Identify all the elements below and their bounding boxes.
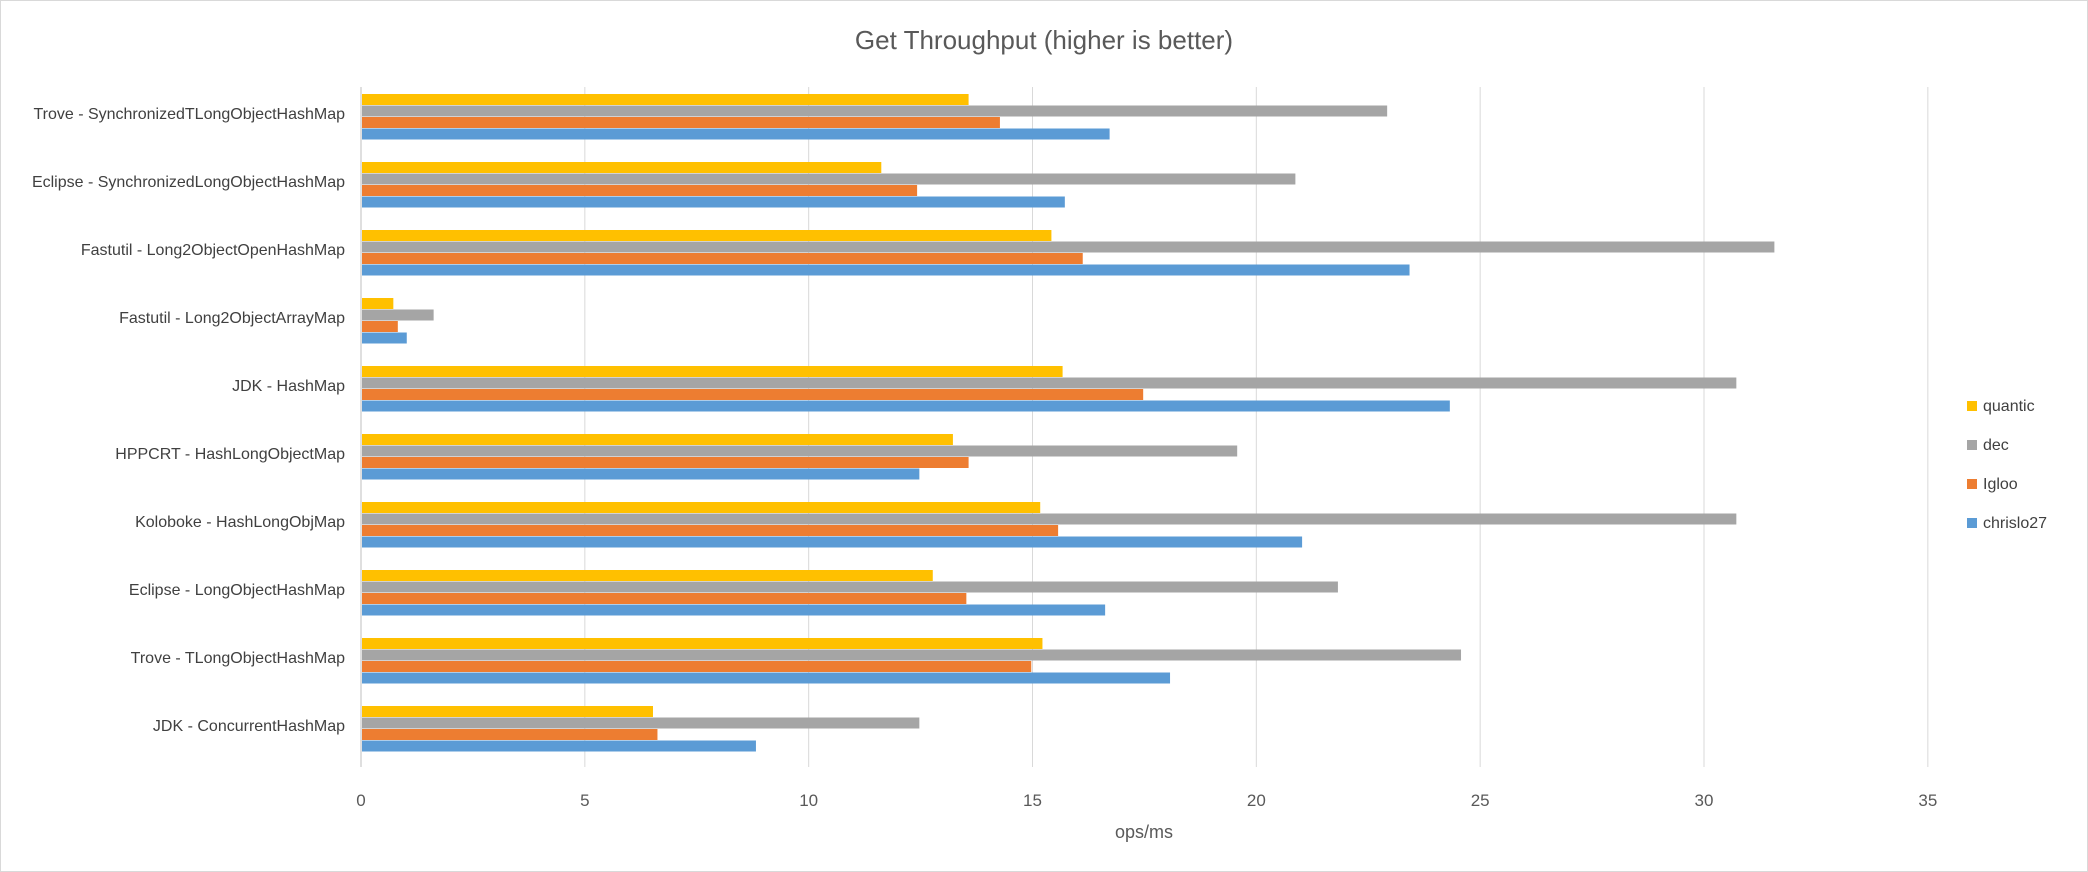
bar-quantic-0 [362, 94, 969, 105]
x-tick-30: 30 [1695, 791, 1714, 810]
x-tick-0: 0 [356, 791, 365, 810]
bar-chrislo27-8 [362, 672, 1171, 684]
legend-label-quantic: quantic [1983, 398, 2035, 415]
category-label-1: Eclipse - SynchronizedLongObjectHashMap [32, 174, 345, 191]
legend-swatch-dec [1967, 440, 1977, 450]
x-tick-10: 10 [799, 791, 818, 810]
category-label-9: JDK - ConcurrentHashMap [153, 718, 345, 735]
bar-chrislo27-3 [362, 332, 407, 344]
category-labels: Trove - SynchronizedTLongObjectHashMap Ec… [32, 106, 345, 735]
category-label-4: JDK - HashMap [232, 378, 345, 395]
category-label-0: Trove - SynchronizedTLongObjectHashMap [33, 106, 345, 123]
bar-quantic-6 [362, 502, 1041, 513]
bar-chrislo27-7 [362, 604, 1106, 616]
bar-igloo-2 [362, 253, 1083, 264]
category-label-5: HPPCRT - HashLongObjectMap [115, 446, 345, 463]
bar-chrislo27-5 [362, 468, 920, 480]
bar-igloo-9 [362, 729, 658, 740]
category-label-6: Koloboke - HashLongObjMap [135, 514, 345, 531]
bar-chrislo27-2 [362, 264, 1410, 276]
bar-quantic-5 [362, 434, 953, 445]
bar-igloo-4 [362, 389, 1144, 400]
x-tick-35: 35 [1918, 791, 1937, 810]
legend-swatch-quantic [1967, 401, 1977, 411]
chart-title: Get Throughput (higher is better) [855, 25, 1233, 55]
bar-quantic-7 [362, 570, 933, 581]
bar-quantic-2 [362, 230, 1052, 241]
bar-chrislo27-0 [362, 128, 1110, 140]
bar-dec-4 [362, 377, 1737, 389]
bar-quantic-8 [362, 638, 1043, 649]
bar-dec-3 [362, 309, 434, 321]
bar-dec-2 [362, 241, 1775, 253]
legend-label-dec: dec [1983, 437, 2009, 454]
legend-swatch-chrislo27 [1967, 518, 1977, 528]
bar-igloo-0 [362, 117, 1000, 128]
bar-chrislo27-1 [362, 196, 1065, 208]
legend-label-chrislo27: chrislo27 [1983, 515, 2047, 532]
legend: quantic dec Igloo chrislo27 [1967, 398, 2047, 532]
bar-igloo-6 [362, 525, 1059, 536]
legend-swatch-igloo [1967, 479, 1977, 489]
bar-chrislo27-6 [362, 536, 1303, 548]
x-tick-25: 25 [1471, 791, 1490, 810]
category-label-7: Eclipse - LongObjectHashMap [129, 582, 345, 599]
bar-dec-7 [362, 581, 1338, 593]
x-tick-15: 15 [1023, 791, 1042, 810]
bar-quantic-4 [362, 366, 1063, 377]
bar-dec-6 [362, 513, 1737, 525]
category-label-3: Fastutil - Long2ObjectArrayMap [119, 310, 345, 327]
bar-igloo-5 [362, 457, 969, 468]
bar-quantic-9 [362, 706, 653, 717]
bar-dec-8 [362, 649, 1462, 661]
bar-igloo-3 [362, 321, 398, 332]
bar-dec-5 [362, 445, 1238, 457]
bar-igloo-1 [362, 185, 918, 196]
bar-dec-9 [362, 717, 920, 729]
bars [362, 94, 1775, 752]
bar-quantic-1 [362, 162, 882, 173]
x-tick-5: 5 [580, 791, 589, 810]
legend-label-igloo: Igloo [1983, 476, 2018, 493]
bar-quantic-3 [362, 298, 394, 309]
bar-dec-0 [362, 105, 1388, 117]
bar-dec-1 [362, 173, 1296, 185]
x-axis-title: ops/ms [1115, 822, 1173, 842]
x-tick-20: 20 [1247, 791, 1266, 810]
bar-chrislo27-9 [362, 740, 756, 752]
x-tick-labels: 0 5 10 15 20 25 30 35 [356, 791, 1937, 810]
bar-igloo-7 [362, 593, 967, 604]
bar-igloo-8 [362, 661, 1032, 672]
bar-chrislo27-4 [362, 400, 1450, 412]
category-label-8: Trove - TLongObjectHashMap [131, 650, 345, 667]
category-label-2: Fastutil - Long2ObjectOpenHashMap [81, 242, 345, 259]
